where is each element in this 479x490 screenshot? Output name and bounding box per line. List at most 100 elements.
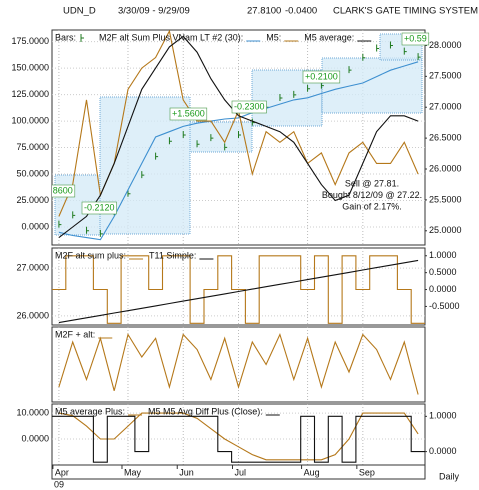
price-bar (279, 93, 283, 101)
price-bar (58, 220, 62, 228)
trade-label-text: +0.59 (404, 33, 427, 43)
price-bar (141, 171, 145, 179)
panel (58, 327, 419, 402)
panel (52, 248, 425, 325)
trade-box (321, 57, 423, 114)
price-bar (196, 140, 200, 148)
price-bar (389, 41, 393, 49)
trade-label-text: +0.8600 (40, 185, 73, 195)
panel (52, 30, 425, 245)
x-tick-label: Apr (55, 467, 69, 477)
price-bar (210, 134, 214, 142)
y2-tick-label: -0.5000 (429, 301, 460, 311)
symbol: UDN_D (63, 6, 96, 17)
y2-tick-label: 0.0000 (429, 446, 457, 456)
trade-label-text: -0.2300 (234, 101, 265, 111)
trade-label-text: +1.5600 (172, 108, 205, 118)
y-tick-label: 0.0000 (21, 221, 49, 231)
y2-tick-label: 25.0000 (429, 225, 462, 235)
y-tick-label: 50.0000 (16, 168, 49, 178)
series-line (58, 332, 419, 395)
x-tick-label: Aug (304, 467, 320, 477)
price-bar (376, 44, 380, 52)
note: Bought 8/12/09 @ 27.22. (322, 190, 422, 200)
legend-label: M5 M5 Avg Diff Plus (Close): (148, 406, 263, 416)
y-tick-label: 150.0000 (11, 63, 49, 73)
trade-label-text: +0.2100 (305, 71, 338, 81)
note: Gain of 2.17%. (342, 201, 402, 211)
system-title: CLARK'S GATE TIMING SYSTEM © (333, 6, 479, 17)
price-bar (224, 143, 228, 151)
y2-tick-label: 27.0000 (429, 102, 462, 112)
price-bar (348, 66, 352, 74)
y-tick-label: 175.0000 (11, 36, 49, 46)
series-line (58, 61, 419, 241)
trade-label-box (52, 184, 76, 198)
y2-tick-label: 0.5000 (429, 267, 457, 277)
price-bar (251, 118, 255, 126)
y2-tick-label: 1.0000 (429, 411, 457, 421)
y-tick-label: 10.0000 (16, 407, 49, 417)
price-bar (86, 226, 90, 234)
price-bar (293, 90, 297, 98)
y-tick-label: 27.0000 (16, 262, 49, 272)
price-change: -0.0400 (285, 6, 317, 17)
panel (52, 404, 425, 465)
legend-swatch (80, 34, 85, 42)
y2-tick-label: 0.0000 (429, 284, 457, 294)
series-line (58, 412, 419, 461)
legend-label: T11 Simple: (149, 250, 196, 260)
trade-label: +0.2100 (302, 70, 341, 84)
legend-label: Bars: (55, 32, 76, 42)
trade-label-box (302, 70, 341, 84)
series-step (52, 415, 425, 463)
price-bar (362, 53, 366, 61)
trade-label-text: -0.2120 (84, 202, 115, 212)
trade-label-box (81, 201, 117, 215)
price-bar (72, 211, 76, 219)
price-bar (307, 84, 311, 92)
series-step (52, 255, 425, 324)
legend-label: M5 average: (304, 32, 354, 42)
note: Sell @ 27.81. (345, 178, 399, 188)
period-label: Daily (439, 471, 460, 481)
legend-label: M2F alt Sum Plus VNam LT #2 (30): (99, 32, 243, 42)
legend-label: M5: (266, 32, 281, 42)
trade-label-box (169, 107, 208, 121)
last-price: 27.8100 (247, 6, 281, 17)
y-tick-label: 100.0000 (11, 115, 49, 125)
y2-tick-label: 26.0000 (429, 163, 462, 173)
y-tick-label: 125.0000 (11, 89, 49, 99)
x-axis-frame (51, 464, 426, 480)
trade-label: -0.2120 (81, 201, 117, 215)
legend-label: M5 average Plus: (55, 406, 125, 416)
year-label: 09 (54, 479, 64, 489)
y2-tick-label: 28.0000 (429, 40, 462, 50)
x-tick-label: Jul (235, 467, 247, 477)
y-tick-label: 75.0000 (16, 142, 49, 152)
price-bar (168, 137, 172, 145)
series-line (58, 259, 419, 324)
y2-tick-label: 26.5000 (429, 132, 462, 142)
trade-label: +0.59 (401, 32, 430, 46)
price-bar (182, 131, 186, 139)
legend-label: M2F alt sum plus: (55, 250, 126, 260)
trade-label: -0.2300 (231, 100, 267, 114)
trade-label: +1.5600 (169, 107, 208, 121)
price-bar (403, 47, 407, 55)
y-tick-label: 0.0000 (21, 433, 49, 443)
price-bar (417, 53, 421, 61)
price-bar (99, 229, 103, 237)
price-bar (238, 131, 241, 139)
x-tick-label: Jun (179, 467, 194, 477)
legend-label: M2F + alt: (55, 329, 95, 339)
y-tick-label: 26.0000 (16, 310, 49, 320)
y2-tick-label: 27.5000 (429, 71, 462, 81)
price-bar (155, 152, 159, 160)
y2-tick-label: 1.0000 (429, 250, 457, 260)
trade-label-box (401, 32, 430, 46)
trade-label-box (231, 100, 267, 114)
x-tick-label: May (124, 467, 142, 477)
y2-tick-label: 25.5000 (429, 194, 462, 204)
